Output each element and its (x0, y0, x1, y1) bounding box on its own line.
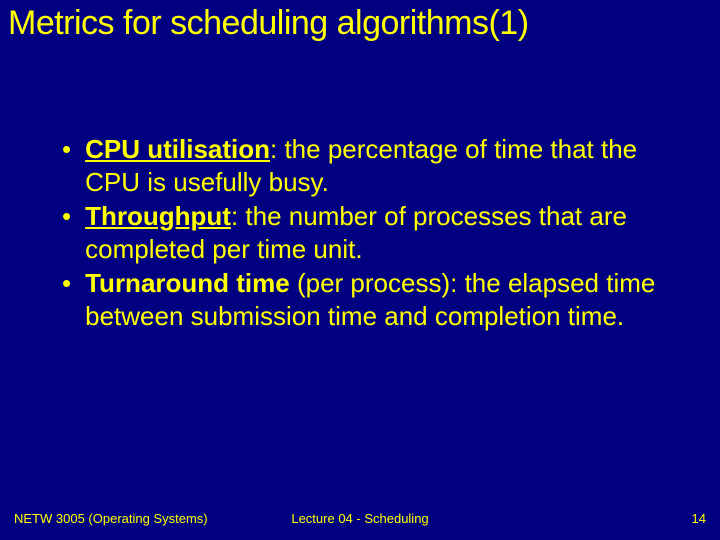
bullet-item: • Turnaround time (per process): the ela… (58, 267, 670, 332)
bullet-icon: • (58, 267, 85, 332)
bullet-item: • CPU utilisation: the percentage of tim… (58, 133, 670, 198)
bullet-item: • Throughput: the number of processes th… (58, 200, 670, 265)
bullet-text: Turnaround time (per process): the elaps… (85, 267, 670, 332)
slide-content: • CPU utilisation: the percentage of tim… (0, 43, 720, 332)
term-paren: (per process) (290, 268, 450, 298)
bullet-text: Throughput: the number of processes that… (85, 200, 670, 265)
bullet-icon: • (58, 200, 85, 265)
slide-footer: NETW 3005 (Operating Systems) Lecture 04… (0, 511, 720, 526)
slide-title: Metrics for scheduling algorithms(1) (0, 0, 720, 43)
bullet-text: CPU utilisation: the percentage of time … (85, 133, 670, 198)
footer-left: NETW 3005 (Operating Systems) (14, 511, 245, 526)
footer-page-number: 14 (475, 511, 706, 526)
bullet-icon: • (58, 133, 85, 198)
footer-center: Lecture 04 - Scheduling (245, 511, 476, 526)
term-label: Throughput (85, 201, 231, 231)
term-label: CPU utilisation (85, 134, 270, 164)
term-label: Turnaround time (85, 268, 290, 298)
